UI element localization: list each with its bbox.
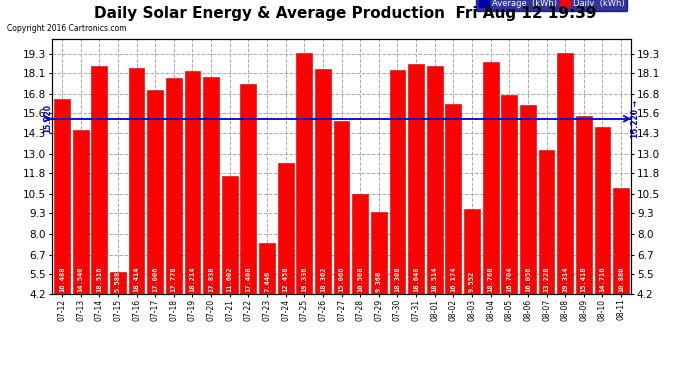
Text: 15.220: 15.220 (43, 104, 52, 133)
Text: 14.540: 14.540 (78, 267, 83, 292)
Bar (54, 99, 70, 294)
Bar (464, 209, 480, 294)
Bar (539, 150, 555, 294)
Bar (203, 77, 219, 294)
Legend: Average  (kWh), Daily  (kWh): Average (kWh), Daily (kWh) (476, 0, 627, 11)
Bar (259, 243, 275, 294)
Text: Copyright 2016 Cartronics.com: Copyright 2016 Cartronics.com (7, 24, 126, 33)
Text: 7.446: 7.446 (264, 271, 270, 292)
Text: 15.418: 15.418 (581, 267, 586, 292)
Bar (315, 69, 331, 294)
Text: 5.588: 5.588 (115, 271, 121, 292)
Text: 15.220 →: 15.220 → (631, 100, 640, 138)
Text: 17.408: 17.408 (246, 267, 251, 292)
Text: 9.368: 9.368 (376, 271, 382, 292)
Text: 17.778: 17.778 (171, 267, 177, 292)
Text: 10.508: 10.508 (357, 267, 363, 292)
Text: 18.362: 18.362 (320, 267, 326, 292)
Bar (427, 66, 443, 294)
Text: 18.648: 18.648 (413, 267, 419, 292)
Bar (446, 104, 462, 294)
Text: 18.514: 18.514 (432, 267, 437, 292)
Bar (595, 127, 611, 294)
Bar (147, 90, 163, 294)
Bar (110, 272, 126, 294)
Text: 17.006: 17.006 (152, 267, 158, 292)
Text: 14.716: 14.716 (600, 267, 605, 292)
Text: 13.228: 13.228 (544, 267, 549, 292)
Bar (221, 176, 237, 294)
Bar (613, 188, 629, 294)
Text: 18.214: 18.214 (190, 267, 195, 292)
Bar (558, 54, 573, 294)
Text: 16.174: 16.174 (451, 267, 456, 292)
Bar (334, 121, 349, 294)
Bar (166, 78, 181, 294)
Bar (520, 105, 536, 294)
Bar (371, 212, 386, 294)
Text: 19.336: 19.336 (302, 267, 307, 292)
Text: 16.056: 16.056 (525, 267, 531, 292)
Bar (91, 66, 107, 294)
Text: 16.488: 16.488 (59, 267, 65, 292)
Bar (72, 130, 88, 294)
Text: 18.414: 18.414 (134, 267, 139, 292)
Text: 9.552: 9.552 (469, 271, 475, 292)
Text: 16.704: 16.704 (506, 267, 512, 292)
Bar (297, 53, 312, 294)
Bar (576, 116, 592, 294)
Bar (184, 71, 200, 294)
Text: Daily Solar Energy & Average Production  Fri Aug 12 19:39: Daily Solar Energy & Average Production … (94, 6, 596, 21)
Text: 18.768: 18.768 (488, 267, 493, 292)
Text: 18.308: 18.308 (395, 267, 400, 292)
Bar (390, 69, 406, 294)
Text: 18.516: 18.516 (97, 267, 102, 292)
Bar (353, 194, 368, 294)
Text: 11.602: 11.602 (227, 267, 233, 292)
Text: 15.066: 15.066 (339, 267, 344, 292)
Bar (408, 64, 424, 294)
Text: 17.838: 17.838 (208, 267, 214, 292)
Text: 19.314: 19.314 (562, 267, 568, 292)
Bar (128, 68, 144, 294)
Bar (502, 95, 518, 294)
Bar (277, 163, 293, 294)
Bar (483, 62, 499, 294)
Bar (240, 84, 256, 294)
Text: 10.880: 10.880 (618, 267, 624, 292)
Text: 12.458: 12.458 (283, 267, 288, 292)
